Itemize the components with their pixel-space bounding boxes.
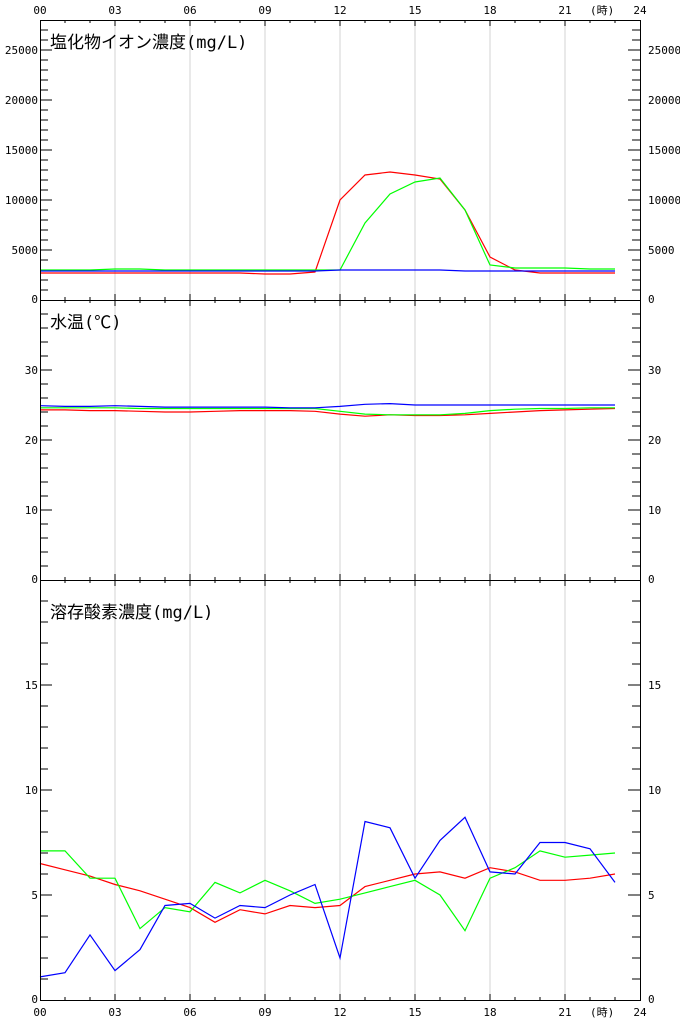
y-tick-label-left: 10 — [25, 784, 38, 797]
data-series — [39, 171, 616, 978]
y-tick-label-left: 15000 — [5, 144, 38, 157]
hour-tick-label-bottom: 12 — [333, 1006, 346, 1019]
y-tick-label-right: 25000 — [648, 44, 680, 57]
hour-tick-label-top: 06 — [183, 4, 196, 17]
hour-tick-label-bottom: 09 — [258, 1006, 271, 1019]
red-series-line — [40, 407, 616, 417]
y-tick-label-left: 5 — [31, 889, 38, 902]
red-series-line — [40, 171, 615, 275]
dissolved-oxygen-chart-title: 溶存酸素濃度(mg/L) — [50, 603, 213, 623]
y-tick-label-left: 20000 — [5, 94, 38, 107]
green-series-line — [40, 177, 615, 271]
hour-tick-label-bottom: 18 — [483, 1006, 496, 1019]
chart-frames — [40, 20, 641, 1001]
y-tick-label-right: 0 — [648, 993, 655, 1006]
y-tick-label-right: 10 — [648, 504, 661, 517]
y-tick-label-left: 10 — [25, 504, 38, 517]
hour-tick-label-top: 03 — [108, 4, 121, 17]
y-tick-label-left: 0 — [31, 993, 38, 1006]
hour-tick-label-bottom: 06 — [183, 1006, 196, 1019]
grid-lines — [114, 20, 566, 1000]
hour-unit-bottom: (時) — [590, 1006, 614, 1019]
hour-tick-label-top: 21 — [558, 4, 571, 17]
hour-tick-label-top: 24 — [633, 4, 647, 17]
hour-tick-label-top: 12 — [333, 4, 346, 17]
y-tick-label-right: 5000 — [648, 244, 675, 257]
y-tick-label-right: 15 — [648, 679, 661, 692]
hour-tick-label-bottom: 15 — [408, 1006, 421, 1019]
panel-frame — [40, 580, 641, 1001]
hour-tick-label-bottom: 21 — [558, 1006, 571, 1019]
red-series-line — [39, 862, 616, 923]
y-tick-label-right: 20 — [648, 434, 661, 447]
y-tick-label-right: 0 — [648, 293, 655, 306]
hour-unit-top: (時) — [590, 4, 614, 17]
blue-series-line — [39, 402, 615, 409]
blue-series-line — [40, 269, 615, 272]
hour-tick-label-top: 18 — [483, 4, 496, 17]
hour-tick-label-top: 15 — [408, 4, 421, 17]
green-series-line — [40, 407, 615, 416]
y-tick-label-right: 5 — [648, 889, 655, 902]
y-tick-label-left: 0 — [31, 573, 38, 586]
y-tick-label-left: 10000 — [5, 194, 38, 207]
green-series-line — [40, 850, 616, 932]
y-tick-label-right: 10 — [648, 784, 661, 797]
y-tick-label-right: 20000 — [648, 94, 680, 107]
y-tick-label-right: 10000 — [648, 194, 680, 207]
y-tick-label-right: 30 — [648, 364, 661, 377]
hour-tick-label-bottom: 24 — [633, 1006, 647, 1019]
y-tick-label-left: 0 — [31, 293, 38, 306]
hour-tick-label-top: 00 — [33, 4, 46, 17]
y-tick-label-left: 20 — [25, 434, 38, 447]
y-tick-label-left: 25000 — [5, 44, 38, 57]
hour-tick-label-bottom: 00 — [33, 1006, 46, 1019]
y-tick-label-right: 15000 — [648, 144, 680, 157]
axis-ticks — [40, 20, 640, 1000]
hour-tick-label-top: 09 — [258, 4, 271, 17]
y-tick-label-left: 5000 — [12, 244, 39, 257]
y-tick-label-right: 0 — [648, 573, 655, 586]
chloride-chart-title: 塩化物イオン濃度(mg/L) — [50, 33, 247, 53]
blue-series-line — [39, 816, 616, 978]
y-tick-label-left: 15 — [25, 679, 38, 692]
water-temp-chart-title: 水温(℃) — [50, 313, 121, 333]
hour-tick-label-bottom: 03 — [108, 1006, 121, 1019]
y-tick-label-left: 30 — [25, 364, 38, 377]
